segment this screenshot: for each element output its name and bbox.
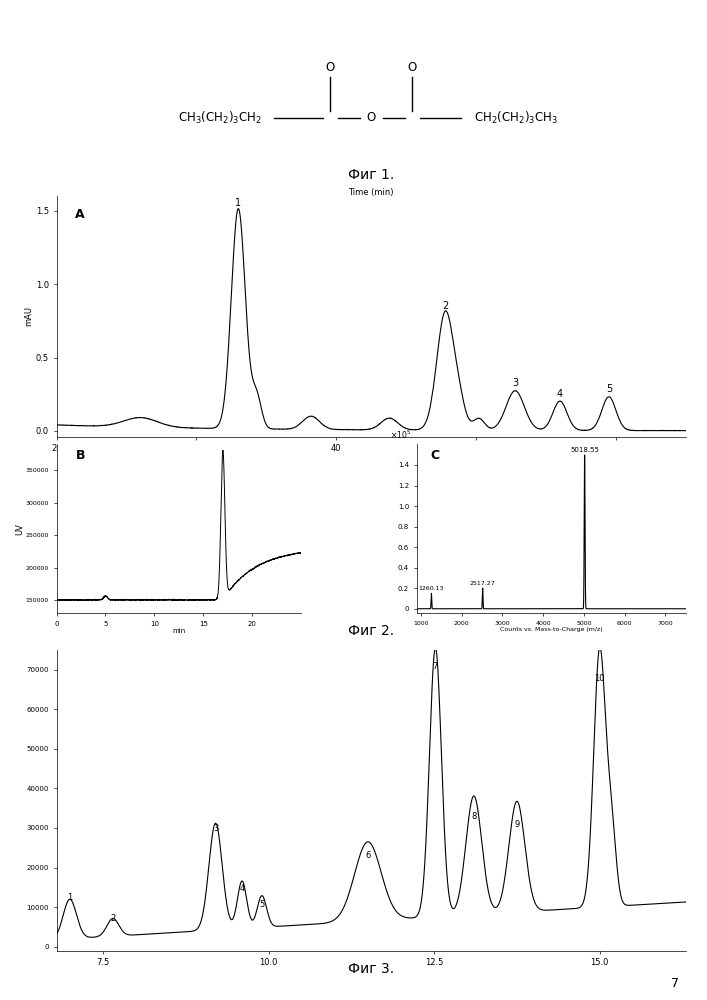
Text: Фиг 3.: Фиг 3. (348, 962, 395, 976)
Text: O: O (366, 111, 376, 124)
Text: CH$_3$(CH$_2$)$_3$CH$_2$: CH$_3$(CH$_2$)$_3$CH$_2$ (178, 110, 262, 126)
Text: A: A (76, 208, 85, 221)
Text: CH$_2$(CH$_2$)$_3$CH$_3$: CH$_2$(CH$_2$)$_3$CH$_3$ (474, 110, 558, 126)
X-axis label: min: min (173, 628, 185, 634)
Text: 2: 2 (442, 301, 448, 311)
Text: 4: 4 (240, 884, 245, 893)
Text: 7: 7 (433, 662, 438, 671)
X-axis label: Time (min): Time (min) (349, 188, 394, 197)
Text: $\times$10$^5$: $\times$10$^5$ (390, 429, 411, 441)
Text: 7: 7 (671, 977, 679, 990)
Text: 1260.13: 1260.13 (419, 586, 444, 591)
Y-axis label: UV: UV (15, 523, 24, 535)
Text: B: B (76, 449, 86, 462)
Text: 10: 10 (595, 674, 605, 683)
Text: 5: 5 (259, 900, 264, 909)
Text: 5018.55: 5018.55 (570, 447, 599, 453)
Text: 3: 3 (213, 824, 218, 833)
Text: 2517.27: 2517.27 (469, 581, 496, 586)
Text: 6: 6 (366, 851, 370, 860)
Text: O: O (407, 61, 416, 74)
Text: 9: 9 (514, 820, 520, 829)
X-axis label: Counts vs. Mass-to-Charge (m/z): Counts vs. Mass-to-Charge (m/z) (500, 627, 602, 632)
Text: 8: 8 (471, 812, 477, 821)
Text: 2: 2 (110, 914, 115, 923)
Text: Фиг 1.: Фиг 1. (348, 168, 395, 182)
Text: 3: 3 (512, 378, 518, 388)
Text: 1: 1 (235, 198, 241, 208)
Text: O: O (326, 61, 335, 74)
Text: 5: 5 (606, 384, 612, 394)
Y-axis label: mAU: mAU (24, 306, 33, 326)
Text: C: C (430, 449, 439, 462)
Text: Фиг 2.: Фиг 2. (348, 624, 395, 638)
Text: 4: 4 (557, 389, 563, 399)
Text: 1: 1 (67, 893, 72, 902)
